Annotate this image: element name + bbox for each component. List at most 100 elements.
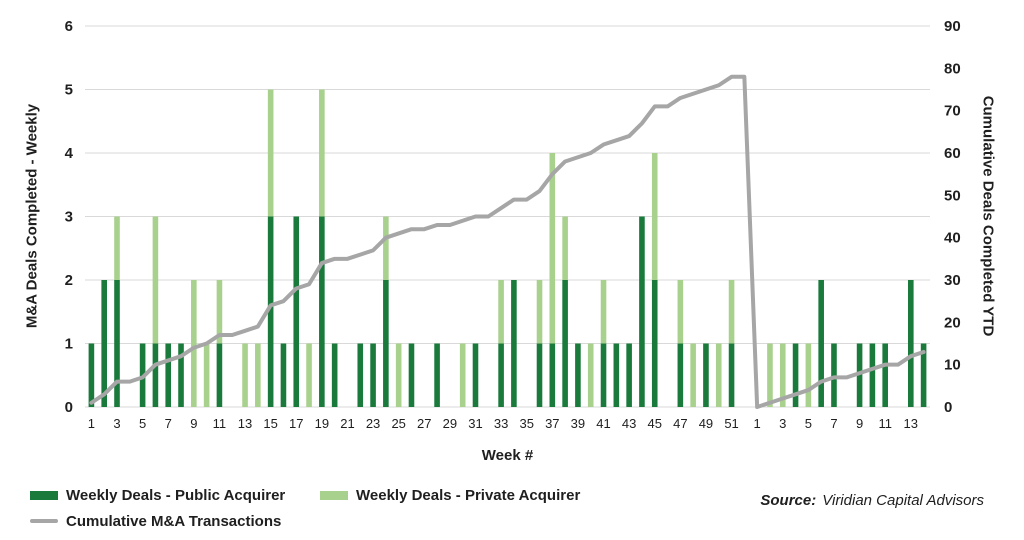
x-axis-tick-label: 9 bbox=[856, 416, 863, 431]
right-axis-tick-label: 0 bbox=[944, 399, 952, 416]
bar-public-acquirer bbox=[856, 343, 863, 407]
bar-public-acquirer bbox=[677, 343, 684, 407]
bar-private-acquirer bbox=[267, 89, 274, 217]
x-axis-tick-label: 23 bbox=[366, 416, 380, 431]
x-axis-tick-label: 43 bbox=[622, 416, 636, 431]
legend-row-2: Cumulative M&A Transactions bbox=[30, 508, 580, 534]
bar-private-acquirer bbox=[498, 280, 504, 344]
right-axis-tick-label: 40 bbox=[944, 230, 961, 247]
bar-public-acquirer bbox=[613, 343, 620, 407]
bar-public-acquirer bbox=[600, 343, 607, 407]
bar-private-acquirer bbox=[319, 89, 325, 217]
bar-private-acquirer bbox=[242, 343, 248, 407]
x-axis-tick-label: 21 bbox=[340, 416, 354, 431]
x-axis-tick-label: 27 bbox=[417, 416, 431, 431]
bar-public-acquirer bbox=[293, 216, 300, 407]
x-axis-tick-label: 1 bbox=[88, 416, 95, 431]
bar-private-acquirer bbox=[728, 280, 735, 344]
public-acquirer-swatch bbox=[30, 490, 58, 500]
bar-public-acquirer bbox=[575, 343, 581, 407]
bar-private-acquirer bbox=[587, 343, 594, 407]
cumulative-line-swatch bbox=[30, 519, 58, 523]
right-axis-tick-label: 60 bbox=[944, 145, 961, 162]
bar-public-acquirer bbox=[562, 280, 568, 407]
x-axis-tick-label: 51 bbox=[724, 416, 738, 431]
x-axis-tick-label: 5 bbox=[805, 416, 812, 431]
legend: Weekly Deals - Public Acquirer Weekly De… bbox=[30, 482, 580, 534]
bar-public-acquirer bbox=[549, 343, 556, 407]
bar-public-acquirer bbox=[920, 343, 927, 407]
x-axis-tick-label: 37 bbox=[545, 416, 559, 431]
x-axis-tick-label: 3 bbox=[779, 416, 786, 431]
bar-public-acquirer bbox=[331, 343, 338, 407]
bar-public-acquirer bbox=[319, 216, 325, 407]
x-axis-tick-label: 49 bbox=[699, 416, 713, 431]
x-axis-tick-label: 39 bbox=[571, 416, 585, 431]
x-axis-tick-label: 1 bbox=[754, 416, 761, 431]
bar-private-acquirer bbox=[562, 216, 568, 280]
bar-private-acquirer bbox=[715, 343, 722, 407]
x-axis-tick-label: 7 bbox=[830, 416, 837, 431]
bar-public-acquirer bbox=[280, 343, 287, 407]
bar-private-acquirer bbox=[677, 280, 684, 344]
bar-public-acquirer bbox=[472, 343, 479, 407]
x-axis-tick-label: 35 bbox=[519, 416, 533, 431]
bar-private-acquirer bbox=[255, 343, 261, 407]
source-text: Viridian Capital Advisors bbox=[822, 492, 984, 509]
bar-public-acquirer bbox=[216, 343, 223, 407]
bar-private-acquirer bbox=[690, 343, 696, 407]
bar-private-acquirer bbox=[779, 343, 786, 407]
bar-public-acquirer bbox=[88, 343, 95, 407]
bar-private-acquirer bbox=[306, 343, 312, 407]
bar-private-acquirer bbox=[536, 280, 543, 344]
x-axis-tick-label: 13 bbox=[904, 416, 918, 431]
x-axis-tick-label: 25 bbox=[391, 416, 405, 431]
legend-item-cumulative: Cumulative M&A Transactions bbox=[30, 513, 281, 530]
x-axis-tick-label: 13 bbox=[238, 416, 252, 431]
source-prefix: Source: bbox=[760, 492, 817, 509]
bar-public-acquirer bbox=[165, 343, 172, 407]
bar-public-acquirer bbox=[639, 216, 645, 407]
source-attribution: Source: Viridian Capital Advisors bbox=[760, 492, 984, 509]
right-axis-tick-label: 50 bbox=[944, 187, 961, 204]
bar-public-acquirer bbox=[792, 343, 799, 407]
legend-label-cumulative: Cumulative M&A Transactions bbox=[66, 512, 282, 530]
right-axis-tick-label: 10 bbox=[944, 357, 961, 374]
x-axis-tick-label: 11 bbox=[213, 416, 227, 431]
legend-item-public-acquirer: Weekly Deals - Public Acquirer bbox=[30, 487, 320, 504]
right-axis-tick-label: 90 bbox=[944, 18, 961, 35]
x-axis-tick-label: 47 bbox=[673, 416, 687, 431]
bar-public-acquirer bbox=[267, 216, 274, 407]
legend-row-1: Weekly Deals - Public Acquirer Weekly De… bbox=[30, 482, 580, 508]
x-axis-title: Week # bbox=[481, 447, 534, 464]
x-axis-tick-label: 9 bbox=[190, 416, 197, 431]
x-axis-tick-label: 5 bbox=[139, 416, 146, 431]
x-axis-tick-label: 3 bbox=[113, 416, 120, 431]
bar-public-acquirer bbox=[626, 343, 632, 407]
bar-private-acquirer bbox=[805, 343, 812, 407]
x-axis-tick-label: 33 bbox=[494, 416, 508, 431]
bar-public-acquirer bbox=[536, 343, 543, 407]
bar-private-acquirer bbox=[549, 153, 556, 344]
x-axis-tick-label: 19 bbox=[315, 416, 329, 431]
cumulative-line bbox=[89, 74, 926, 409]
bar-public-acquirer bbox=[869, 343, 876, 407]
bar-public-acquirer bbox=[703, 343, 709, 407]
bar-public-acquirer bbox=[818, 280, 824, 407]
x-axis-tick-label: 15 bbox=[263, 416, 277, 431]
right-axis-tick-label: 20 bbox=[944, 314, 961, 331]
legend-label-public: Weekly Deals - Public Acquirer bbox=[66, 486, 286, 504]
bar-private-acquirer bbox=[600, 280, 607, 344]
bar-public-acquirer bbox=[152, 343, 159, 407]
legend-item-private-acquirer: Weekly Deals - Private Acquirer bbox=[320, 487, 580, 504]
bar-public-acquirer bbox=[498, 343, 504, 407]
legend-label-private: Weekly Deals - Private Acquirer bbox=[356, 486, 581, 504]
private-acquirer-swatch bbox=[320, 490, 348, 500]
left-axis-tick-label: 6 bbox=[65, 18, 73, 35]
left-axis-tick-label: 0 bbox=[65, 399, 73, 416]
bar-private-acquirer bbox=[459, 343, 466, 407]
bar-public-acquirer bbox=[370, 343, 376, 407]
bar-public-acquirer bbox=[383, 280, 389, 407]
